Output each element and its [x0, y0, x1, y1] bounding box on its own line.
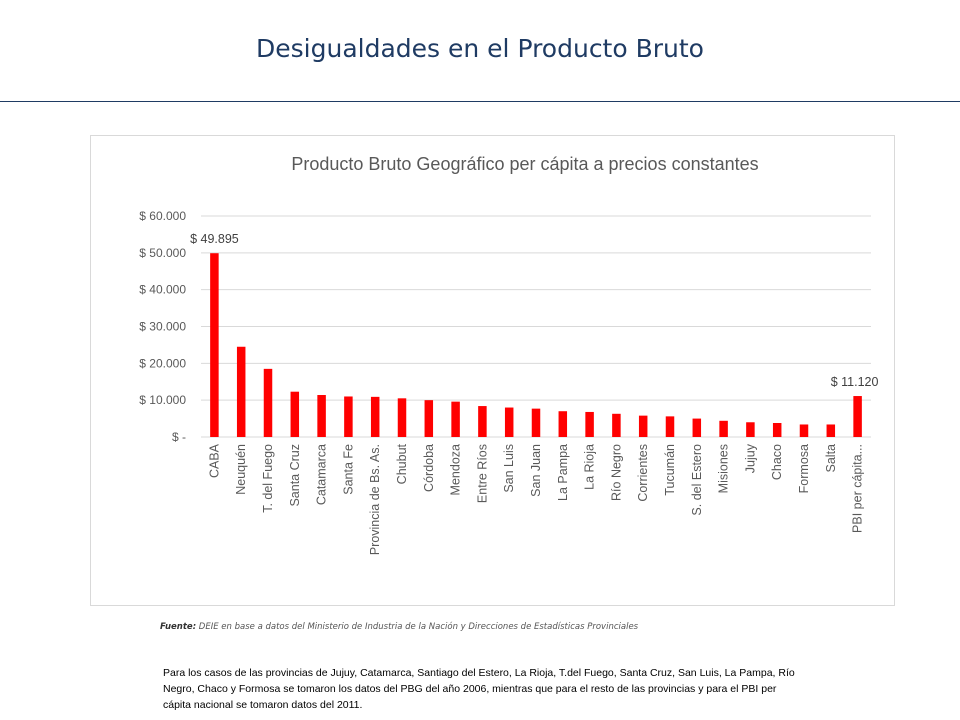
bar — [263, 368, 273, 437]
x-tick-label: Entre Ríos — [475, 444, 489, 503]
bar — [585, 411, 594, 437]
x-tick-label: Río Negro — [609, 444, 623, 501]
x-tick-label: PBI per cápita... — [851, 444, 865, 533]
bar — [665, 416, 675, 437]
x-tick-label: Catamarca — [315, 444, 329, 505]
chart-container: Producto Bruto Geográfico per cápita a p… — [90, 135, 895, 606]
y-tick-label: $ 40.000 — [139, 283, 186, 297]
bar — [772, 423, 782, 437]
chart-title: Producto Bruto Geográfico per cápita a p… — [291, 154, 758, 174]
y-tick-label: $ 60.000 — [139, 209, 186, 223]
bar — [370, 396, 380, 437]
x-tick-label: Neuquén — [234, 444, 248, 495]
bar — [210, 253, 219, 437]
x-axis-tick-labels: CABA Neuquén T. del Fuego Santa Cruz Catamar… — [207, 443, 864, 555]
bar — [746, 422, 755, 437]
x-tick-label: Córdoba — [422, 444, 436, 492]
bar — [719, 420, 728, 437]
x-tick-label: Mendoza — [449, 444, 463, 495]
x-tick-label: Chaco — [770, 444, 784, 480]
bar — [558, 411, 568, 437]
bar — [317, 395, 326, 437]
source-label: Fuente: — [160, 622, 197, 632]
y-tick-label: $ 30.000 — [139, 320, 186, 334]
bar — [478, 406, 487, 437]
data-label: $ 49.895 — [190, 232, 239, 246]
x-tick-label: Provincia de Bs. As. — [368, 444, 382, 555]
x-tick-label: Misiones — [717, 444, 731, 493]
bar — [692, 418, 702, 437]
x-tick-label: T. del Fuego — [261, 444, 275, 513]
source-note: Fuente: DEIE en base a datos del Ministe… — [160, 622, 880, 632]
bar — [344, 396, 353, 437]
y-axis-tick-labels: $ - $ 10.000 $ 20.000 $ 30.000 $ 40.000 $ 50.… — [139, 209, 186, 444]
y-tick-label: $ 50.000 — [139, 246, 186, 260]
x-tick-label: Jujuy — [743, 443, 757, 473]
y-tick-label: $ - — [172, 430, 186, 444]
bar — [826, 424, 836, 437]
bar — [612, 413, 621, 437]
bar — [290, 391, 300, 437]
y-tick-label: $ 10.000 — [139, 393, 186, 407]
bar — [451, 401, 460, 437]
x-tick-label: Tucumán — [663, 444, 677, 496]
x-tick-label: San Juan — [529, 444, 543, 497]
x-tick-label: CABA — [207, 443, 221, 478]
x-tick-label: La Pampa — [556, 444, 570, 501]
bar — [424, 400, 434, 437]
x-tick-label: S. del Estero — [690, 444, 704, 516]
x-tick-label: San Luis — [502, 444, 516, 493]
bar — [397, 398, 407, 437]
x-tick-label: La Rioja — [583, 444, 597, 490]
source-text: DEIE en base a datos del Ministerio de I… — [198, 622, 639, 632]
y-tick-label: $ 20.000 — [139, 356, 186, 370]
x-tick-label: Formosa — [797, 444, 811, 493]
bar — [531, 408, 541, 437]
data-label: $ 11.120 — [831, 375, 879, 389]
bar-chart: Producto Bruto Geográfico per cápita a p… — [139, 154, 878, 555]
bar — [504, 407, 514, 437]
x-tick-label: Corrientes — [636, 444, 650, 502]
footnote: Para los casos de las provincias de Juju… — [163, 667, 795, 711]
x-tick-label: Salta — [824, 444, 838, 473]
bar — [853, 396, 862, 437]
bar — [236, 346, 246, 437]
bar — [638, 415, 648, 437]
data-labels: $ 49.895 $ 11.120 — [190, 232, 878, 389]
bars — [210, 253, 862, 437]
slide-title: Desigualdades en el Producto Bruto — [256, 34, 704, 63]
x-tick-label: Chubut — [395, 443, 409, 484]
bar — [799, 424, 809, 437]
x-tick-label: Santa Fe — [341, 444, 355, 495]
gridlines — [201, 215, 871, 438]
title-divider — [0, 101, 960, 102]
x-tick-label: Santa Cruz — [288, 444, 302, 507]
